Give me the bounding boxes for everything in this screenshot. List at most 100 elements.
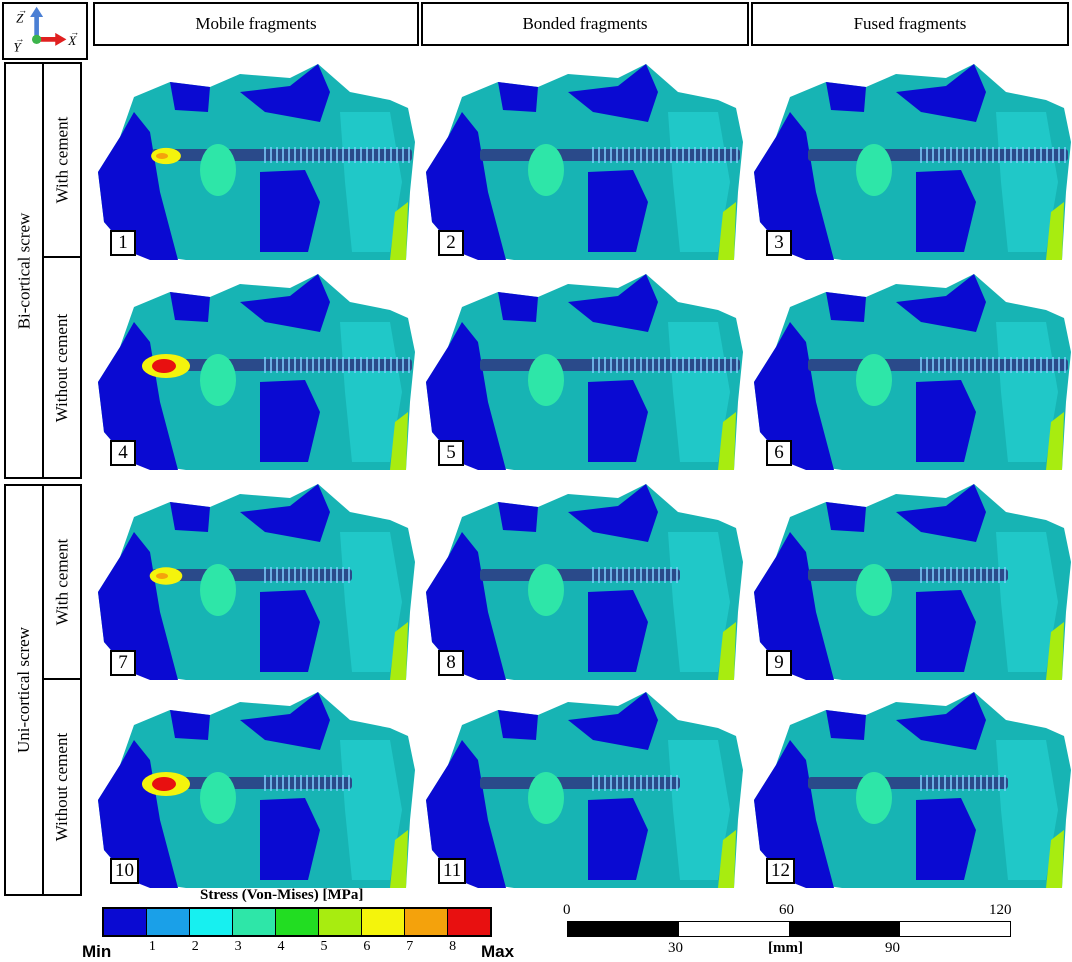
edge-stress-region [390,412,408,470]
screw-head [528,354,564,406]
panel-number: 8 [438,650,464,676]
screw-head [856,772,892,824]
bone-body [426,64,743,260]
scale-bar-label-30: 30 [668,940,683,956]
stress-panel: 12 [746,680,1072,888]
scale-bar [567,921,1011,937]
row-label-uni-with-cement: With cement [42,484,82,680]
edge-stress-region [718,622,736,680]
low-stress-region [98,740,178,888]
column-header-label: Mobile fragments [195,14,317,33]
colorbar-title: Stress (Von-Mises) [MPa] [200,887,364,903]
stress-panel: 6 [746,262,1072,470]
colorbar-tick-label: 8 [449,939,457,954]
scale-bar-segment [899,922,1010,936]
panel-number: 3 [766,230,792,256]
bone-body [426,692,743,888]
panel-number: 9 [766,650,792,676]
low-stress-region [754,322,834,470]
stress-panel: 5 [418,262,746,470]
low-stress-region [260,590,320,672]
low-stress-region [568,484,658,542]
colorbar-tick-label: 2 [191,939,199,954]
colorbar-segment [276,909,319,935]
screw-head [200,772,236,824]
column-header-fused: Fused fragments [751,2,1069,46]
screw-head [200,564,236,616]
stress-panel-graphic [98,274,415,470]
edge-stress-region [1046,622,1064,680]
stress-panel: 11 [418,680,746,888]
stress-panel-graphic [754,274,1071,470]
scale-bar-segment [678,922,789,936]
low-stress-region [240,484,330,542]
row-label: Without cement [52,732,71,842]
bone-body [98,692,415,888]
stress-panel: 9 [746,472,1072,680]
low-stress-region [754,112,834,260]
bone-body [98,64,415,260]
colorbar-min-label: Min [82,942,112,961]
colorbar-segment [190,909,233,935]
low-stress-region [426,322,506,470]
low-stress-region [588,590,648,672]
edge-stress-region [718,830,736,888]
bone-body [754,484,1071,680]
panel-number: 2 [438,230,464,256]
x-axis-label: X [67,33,77,48]
low-stress-region [754,532,834,680]
row-group-uni-cortical: Uni-cortical screw [4,484,44,896]
low-stress-region [260,380,320,462]
colorbar-tick-label: 7 [406,939,414,954]
low-stress-region [896,274,986,332]
colorbar-tick-label: 5 [320,939,328,954]
stress-panel-graphic [754,692,1071,888]
stress-panel: 1 [90,52,418,260]
scale-bar-label-60: 60 [779,902,794,918]
edge-stress-region [1046,830,1064,888]
stress-panel: 3 [746,52,1072,260]
row-label: With cement [52,116,71,204]
colorbar-segment [448,909,490,935]
max-stress-region [156,573,168,579]
colorbar-tick-label: 4 [277,939,285,954]
low-stress-region [588,380,648,462]
low-stress-region [916,590,976,672]
low-stress-region [98,532,178,680]
colorbar-segment [147,909,190,935]
column-header-bonded: Bonded fragments [421,2,749,46]
stress-panel-graphic [98,64,415,260]
z-vector-mark: → [18,6,27,16]
low-stress-region [588,798,648,880]
panel-number: 6 [766,440,792,466]
low-stress-region [498,82,538,112]
scale-bar-label-0: 0 [563,902,571,918]
y-axis-dot [31,34,42,45]
stress-panel: 2 [418,52,746,260]
stress-panel-graphic [754,64,1071,260]
row-label-bi-without-cement: Without cement [42,256,82,479]
low-stress-region [826,82,866,112]
colorbar-segment [362,909,405,935]
low-stress-region [896,484,986,542]
stress-panel: 7 [90,472,418,680]
low-stress-region [498,502,538,532]
axis-triad-graphic: Z Y X → → → [13,6,79,54]
edge-stress-region [390,830,408,888]
mid-stress-region [340,740,402,880]
panel-number: 7 [110,650,136,676]
stress-panel-graphic [426,64,743,260]
low-stress-region [896,692,986,750]
low-stress-region [826,502,866,532]
edge-stress-region [718,202,736,260]
colorbar-tick-label: 3 [234,939,242,954]
low-stress-region [826,710,866,740]
screw-shaft [808,569,1008,581]
low-stress-region [916,170,976,252]
mid-stress-region [996,532,1058,672]
screw-shaft [480,777,680,789]
low-stress-region [170,292,210,322]
row-label-bi-with-cement: With cement [42,62,82,258]
low-stress-region [240,274,330,332]
panel-number: 12 [766,858,795,884]
